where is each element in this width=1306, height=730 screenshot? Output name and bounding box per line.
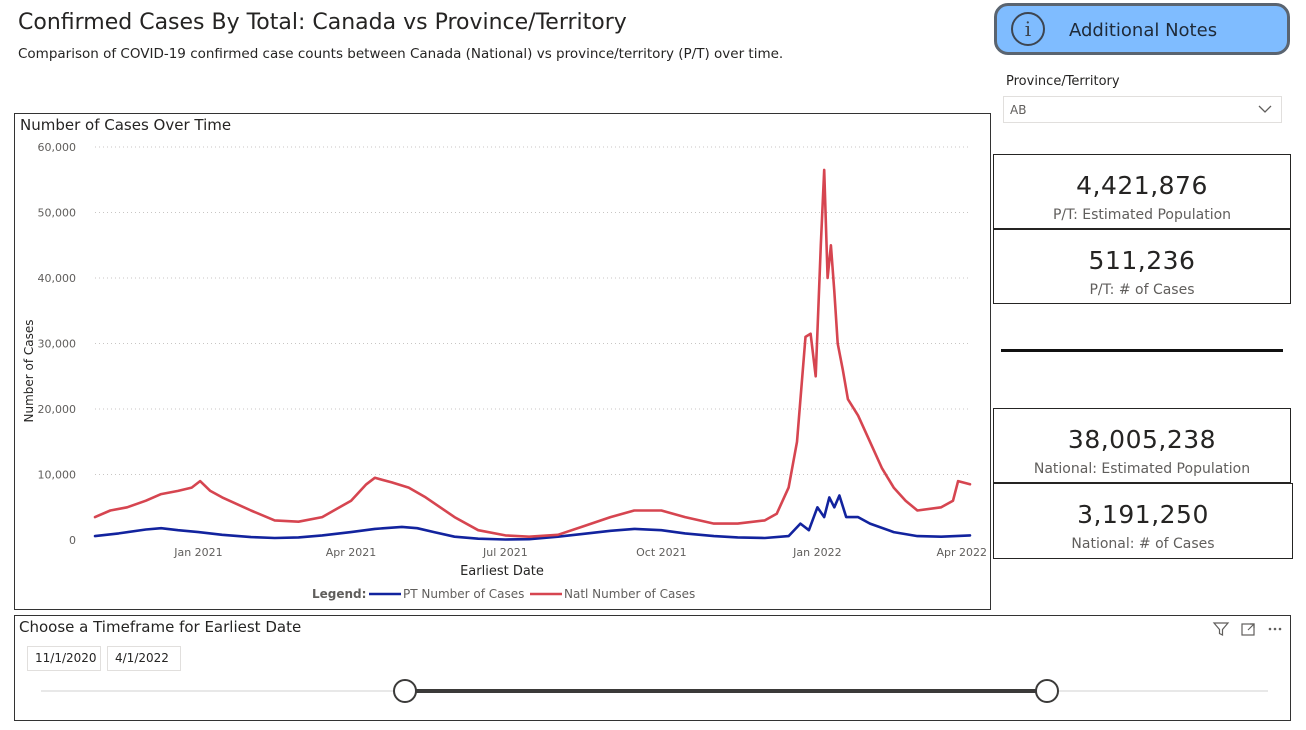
pt-population-label: P/T: Estimated Population bbox=[1052, 207, 1232, 223]
x-axis-label: Earliest Date bbox=[460, 564, 544, 579]
chart-title: Number of Cases Over Time bbox=[20, 116, 231, 134]
province-territory-selected-value: AB bbox=[1010, 103, 1027, 117]
filter-icon[interactable] bbox=[1212, 620, 1230, 638]
pt-population-value: 4,421,876 bbox=[1076, 171, 1208, 200]
start-date-input[interactable]: 11/1/2020 bbox=[27, 646, 101, 671]
slider-end-handle[interactable] bbox=[1035, 679, 1059, 703]
y-tick-label: 40,000 bbox=[38, 272, 77, 285]
legend-entry-label: Natl Number of Cases bbox=[564, 587, 695, 601]
slider-selected-range bbox=[405, 689, 1047, 693]
y-tick-label: 10,000 bbox=[38, 469, 77, 482]
more-options-icon[interactable] bbox=[1266, 620, 1284, 638]
chart-svg: Number of Cases Over Time 0 10,000 20,000 3… bbox=[20, 116, 987, 601]
additional-notes-button[interactable]: i Additional Notes bbox=[994, 3, 1290, 55]
national-cases-label: National: # of Cases bbox=[1071, 536, 1215, 552]
y-axis-ticks: 0 10,000 20,000 30,000 40,000 50,000 60,000 bbox=[38, 141, 77, 547]
x-axis-ticks: Jan 2021 Apr 2021 Jul 2021 Oct 2021 Jan 2022… bbox=[173, 546, 987, 559]
page-title: Confirmed Cases By Total: Canada vs Prov… bbox=[18, 10, 627, 35]
legend-entry-label: PT Number of Cases bbox=[403, 587, 524, 601]
national-cases-card: 3,191,250 National: # of Cases bbox=[993, 483, 1293, 559]
y-tick-label: 60,000 bbox=[38, 141, 77, 154]
slider-start-handle[interactable] bbox=[393, 679, 417, 703]
national-population-value: 38,005,238 bbox=[1067, 425, 1217, 454]
x-tick-label: Jan 2021 bbox=[173, 546, 222, 559]
slicer-title: Choose a Timeframe for Earliest Date bbox=[19, 618, 302, 636]
series-lines bbox=[93, 168, 972, 541]
province-territory-label: Province/Territory bbox=[1006, 74, 1120, 89]
x-tick-label: Jul 2021 bbox=[482, 546, 528, 559]
national-population-label: National: Estimated Population bbox=[1033, 461, 1251, 477]
timeframe-slicer: Choose a Timeframe for Earliest Date 11/… bbox=[14, 615, 1291, 721]
pt-cases-value: 511,236 bbox=[1088, 246, 1196, 275]
cases-line-chart[interactable]: Number of Cases Over Time 0 10,000 20,000 3… bbox=[14, 113, 991, 610]
page-subtitle: Comparison of COVID-19 confirmed case co… bbox=[18, 46, 784, 62]
chevron-down-icon bbox=[1258, 105, 1272, 113]
y-tick-label: 50,000 bbox=[38, 207, 77, 220]
y-tick-label: 20,000 bbox=[38, 403, 77, 416]
divider-line bbox=[1001, 349, 1283, 352]
gridlines bbox=[95, 146, 970, 475]
end-date-input[interactable]: 4/1/2022 bbox=[107, 646, 181, 671]
province-territory-dropdown[interactable]: AB bbox=[1003, 96, 1282, 123]
chart-legend: Legend: PT Number of Cases Natl Number of… bbox=[312, 587, 695, 601]
y-axis-label: Number of Cases bbox=[22, 319, 36, 422]
pt-population-card: 4,421,876 P/T: Estimated Population bbox=[993, 154, 1291, 229]
legend-title: Legend: bbox=[312, 587, 366, 601]
x-tick-label: Oct 2021 bbox=[636, 546, 687, 559]
x-tick-label: Apr 2021 bbox=[326, 546, 377, 559]
pt-cases-card: 511,236 P/T: # of Cases bbox=[993, 229, 1291, 304]
y-tick-label: 0 bbox=[69, 534, 76, 547]
x-tick-label: Jan 2022 bbox=[792, 546, 841, 559]
additional-notes-label: Additional Notes bbox=[1069, 20, 1218, 41]
info-icon: i bbox=[1011, 12, 1045, 46]
y-tick-label: 30,000 bbox=[38, 338, 77, 351]
series-line-national[interactable] bbox=[93, 168, 972, 538]
focus-mode-icon[interactable] bbox=[1239, 620, 1257, 638]
national-cases-value: 3,191,250 bbox=[1077, 500, 1209, 529]
pt-cases-label: P/T: # of Cases bbox=[1089, 282, 1195, 298]
series-line-pt[interactable] bbox=[93, 494, 972, 541]
national-population-card: 38,005,238 National: Estimated Populatio… bbox=[993, 408, 1291, 483]
x-tick-label: Apr 2022 bbox=[936, 546, 987, 559]
